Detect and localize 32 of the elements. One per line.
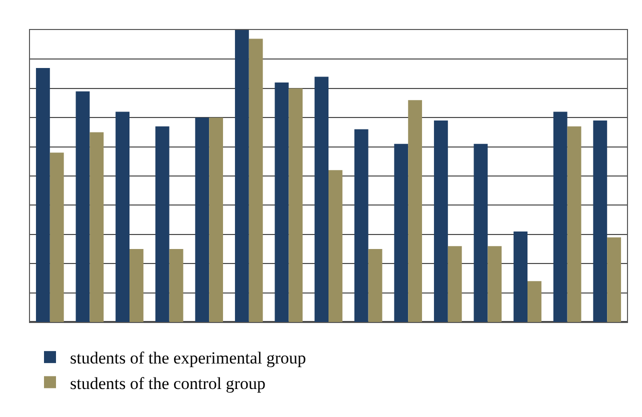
- bar: [234, 30, 249, 322]
- bar: [328, 170, 342, 322]
- bar: [155, 126, 170, 322]
- bar: [553, 112, 568, 322]
- bar: [514, 231, 528, 322]
- bar: [209, 118, 224, 322]
- bar: [274, 82, 289, 322]
- legend-label: students of the experimental group: [70, 348, 306, 368]
- bar: [528, 281, 542, 322]
- bar: [116, 112, 130, 322]
- bar: [488, 246, 502, 322]
- bar: [36, 68, 50, 322]
- bar: [130, 249, 144, 322]
- bar: [248, 38, 263, 322]
- bar: [593, 120, 608, 322]
- bar: [195, 118, 210, 322]
- bar: [434, 120, 448, 322]
- bar: [288, 88, 303, 322]
- bar: [408, 100, 422, 322]
- bar: [90, 132, 104, 322]
- bar: [368, 249, 382, 322]
- bar: [76, 91, 90, 322]
- bar: [169, 249, 184, 322]
- legend-label: students of the control group: [70, 374, 266, 393]
- bar: [448, 246, 462, 322]
- bar: [607, 237, 622, 322]
- bar: [354, 129, 368, 322]
- bar: [474, 144, 488, 322]
- bar: [314, 76, 328, 322]
- bar: [567, 126, 582, 322]
- bar: [50, 152, 64, 322]
- bar: [394, 144, 408, 322]
